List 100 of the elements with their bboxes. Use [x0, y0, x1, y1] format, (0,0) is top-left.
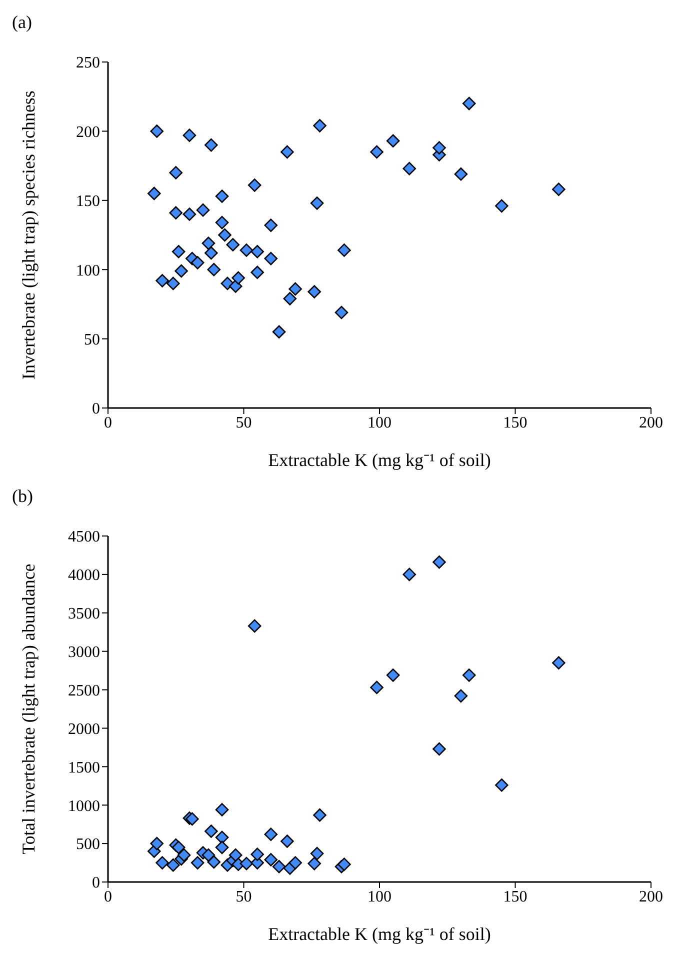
x-tick-label: 100 — [368, 414, 392, 432]
point — [402, 162, 416, 176]
point — [190, 256, 204, 270]
point — [166, 276, 180, 290]
point — [207, 855, 221, 869]
y-tick-label: 0 — [92, 874, 100, 892]
point — [264, 828, 278, 841]
point — [248, 619, 262, 633]
y-tick-label: 2000 — [68, 720, 100, 738]
y-tick-label: 2500 — [68, 682, 100, 700]
y-axis-title: Total invertebrate (light trap) abundance — [18, 564, 38, 854]
y-tick-label: 1000 — [68, 798, 100, 815]
point — [495, 778, 508, 792]
x-tick-label: 50 — [236, 414, 252, 432]
point — [190, 856, 204, 870]
y-tick-label: 1500 — [68, 759, 100, 776]
x-axis-title: Extractable K (mg kg⁻¹ of soil) — [268, 450, 491, 470]
x-tick-label: 50 — [236, 888, 252, 906]
point — [338, 244, 351, 257]
y-tick-label: 100 — [76, 262, 100, 280]
point — [386, 668, 400, 682]
point — [218, 228, 232, 242]
x-tick-label: 200 — [639, 414, 663, 432]
point — [250, 266, 264, 280]
point — [202, 236, 216, 250]
point — [313, 119, 326, 132]
point — [432, 141, 446, 154]
point — [280, 834, 294, 848]
point — [204, 824, 218, 838]
point — [250, 848, 264, 861]
point — [240, 244, 254, 257]
text: (a) — [12, 12, 32, 33]
point — [454, 689, 468, 703]
x-tick-label: 150 — [503, 888, 528, 906]
point — [280, 145, 294, 159]
point — [264, 252, 278, 266]
point — [177, 848, 191, 862]
point — [288, 856, 302, 870]
text: (b) — [12, 486, 33, 507]
point — [156, 274, 169, 288]
point — [207, 262, 221, 276]
point — [169, 166, 183, 180]
point — [264, 218, 278, 232]
y-tick-label: 150 — [76, 193, 100, 210]
point — [386, 134, 400, 148]
y-tick-label: 200 — [76, 124, 100, 141]
point — [310, 846, 324, 860]
point — [196, 203, 210, 217]
point — [182, 128, 196, 142]
point — [308, 285, 321, 298]
point — [226, 238, 240, 252]
point — [215, 190, 229, 203]
y-axis-title: Invertebrate (light trap) species richness — [18, 90, 38, 380]
point — [250, 244, 264, 258]
point — [150, 124, 164, 138]
point — [215, 830, 229, 844]
x-axis-title: Extractable K (mg kg⁻¹ of soil) — [268, 924, 491, 944]
y-tick-label: 500 — [76, 836, 100, 854]
point — [166, 858, 180, 872]
point — [215, 216, 229, 230]
x-tick-label: 0 — [104, 414, 112, 432]
point — [228, 848, 242, 862]
point — [432, 555, 446, 569]
point — [272, 325, 286, 339]
point — [495, 199, 508, 213]
point — [186, 812, 199, 826]
point — [264, 853, 278, 866]
point — [552, 656, 566, 670]
point — [308, 856, 321, 870]
point — [402, 568, 416, 582]
x-tick-label: 200 — [639, 888, 663, 906]
point — [156, 856, 169, 870]
x-tick-label: 100 — [368, 888, 392, 906]
point — [204, 246, 218, 260]
x-tick-label: 0 — [104, 888, 112, 906]
point — [272, 860, 286, 874]
point — [202, 848, 216, 862]
point — [454, 167, 468, 181]
point — [432, 742, 446, 756]
point — [174, 264, 188, 278]
point — [240, 856, 254, 870]
point — [148, 186, 161, 200]
point — [288, 282, 302, 296]
point — [150, 836, 164, 850]
point — [552, 182, 566, 196]
y-tick-label: 250 — [76, 54, 100, 72]
x-tick-label: 150 — [503, 414, 528, 432]
point — [313, 808, 326, 822]
point — [215, 840, 229, 854]
point — [310, 196, 324, 210]
y-tick-label: 0 — [92, 400, 100, 418]
point — [370, 680, 384, 694]
point — [169, 206, 183, 220]
point — [462, 96, 476, 110]
point — [248, 178, 262, 192]
point — [182, 208, 196, 221]
point — [172, 840, 186, 854]
point — [204, 138, 218, 152]
y-tick-label: 50 — [84, 331, 100, 348]
point — [334, 306, 348, 320]
